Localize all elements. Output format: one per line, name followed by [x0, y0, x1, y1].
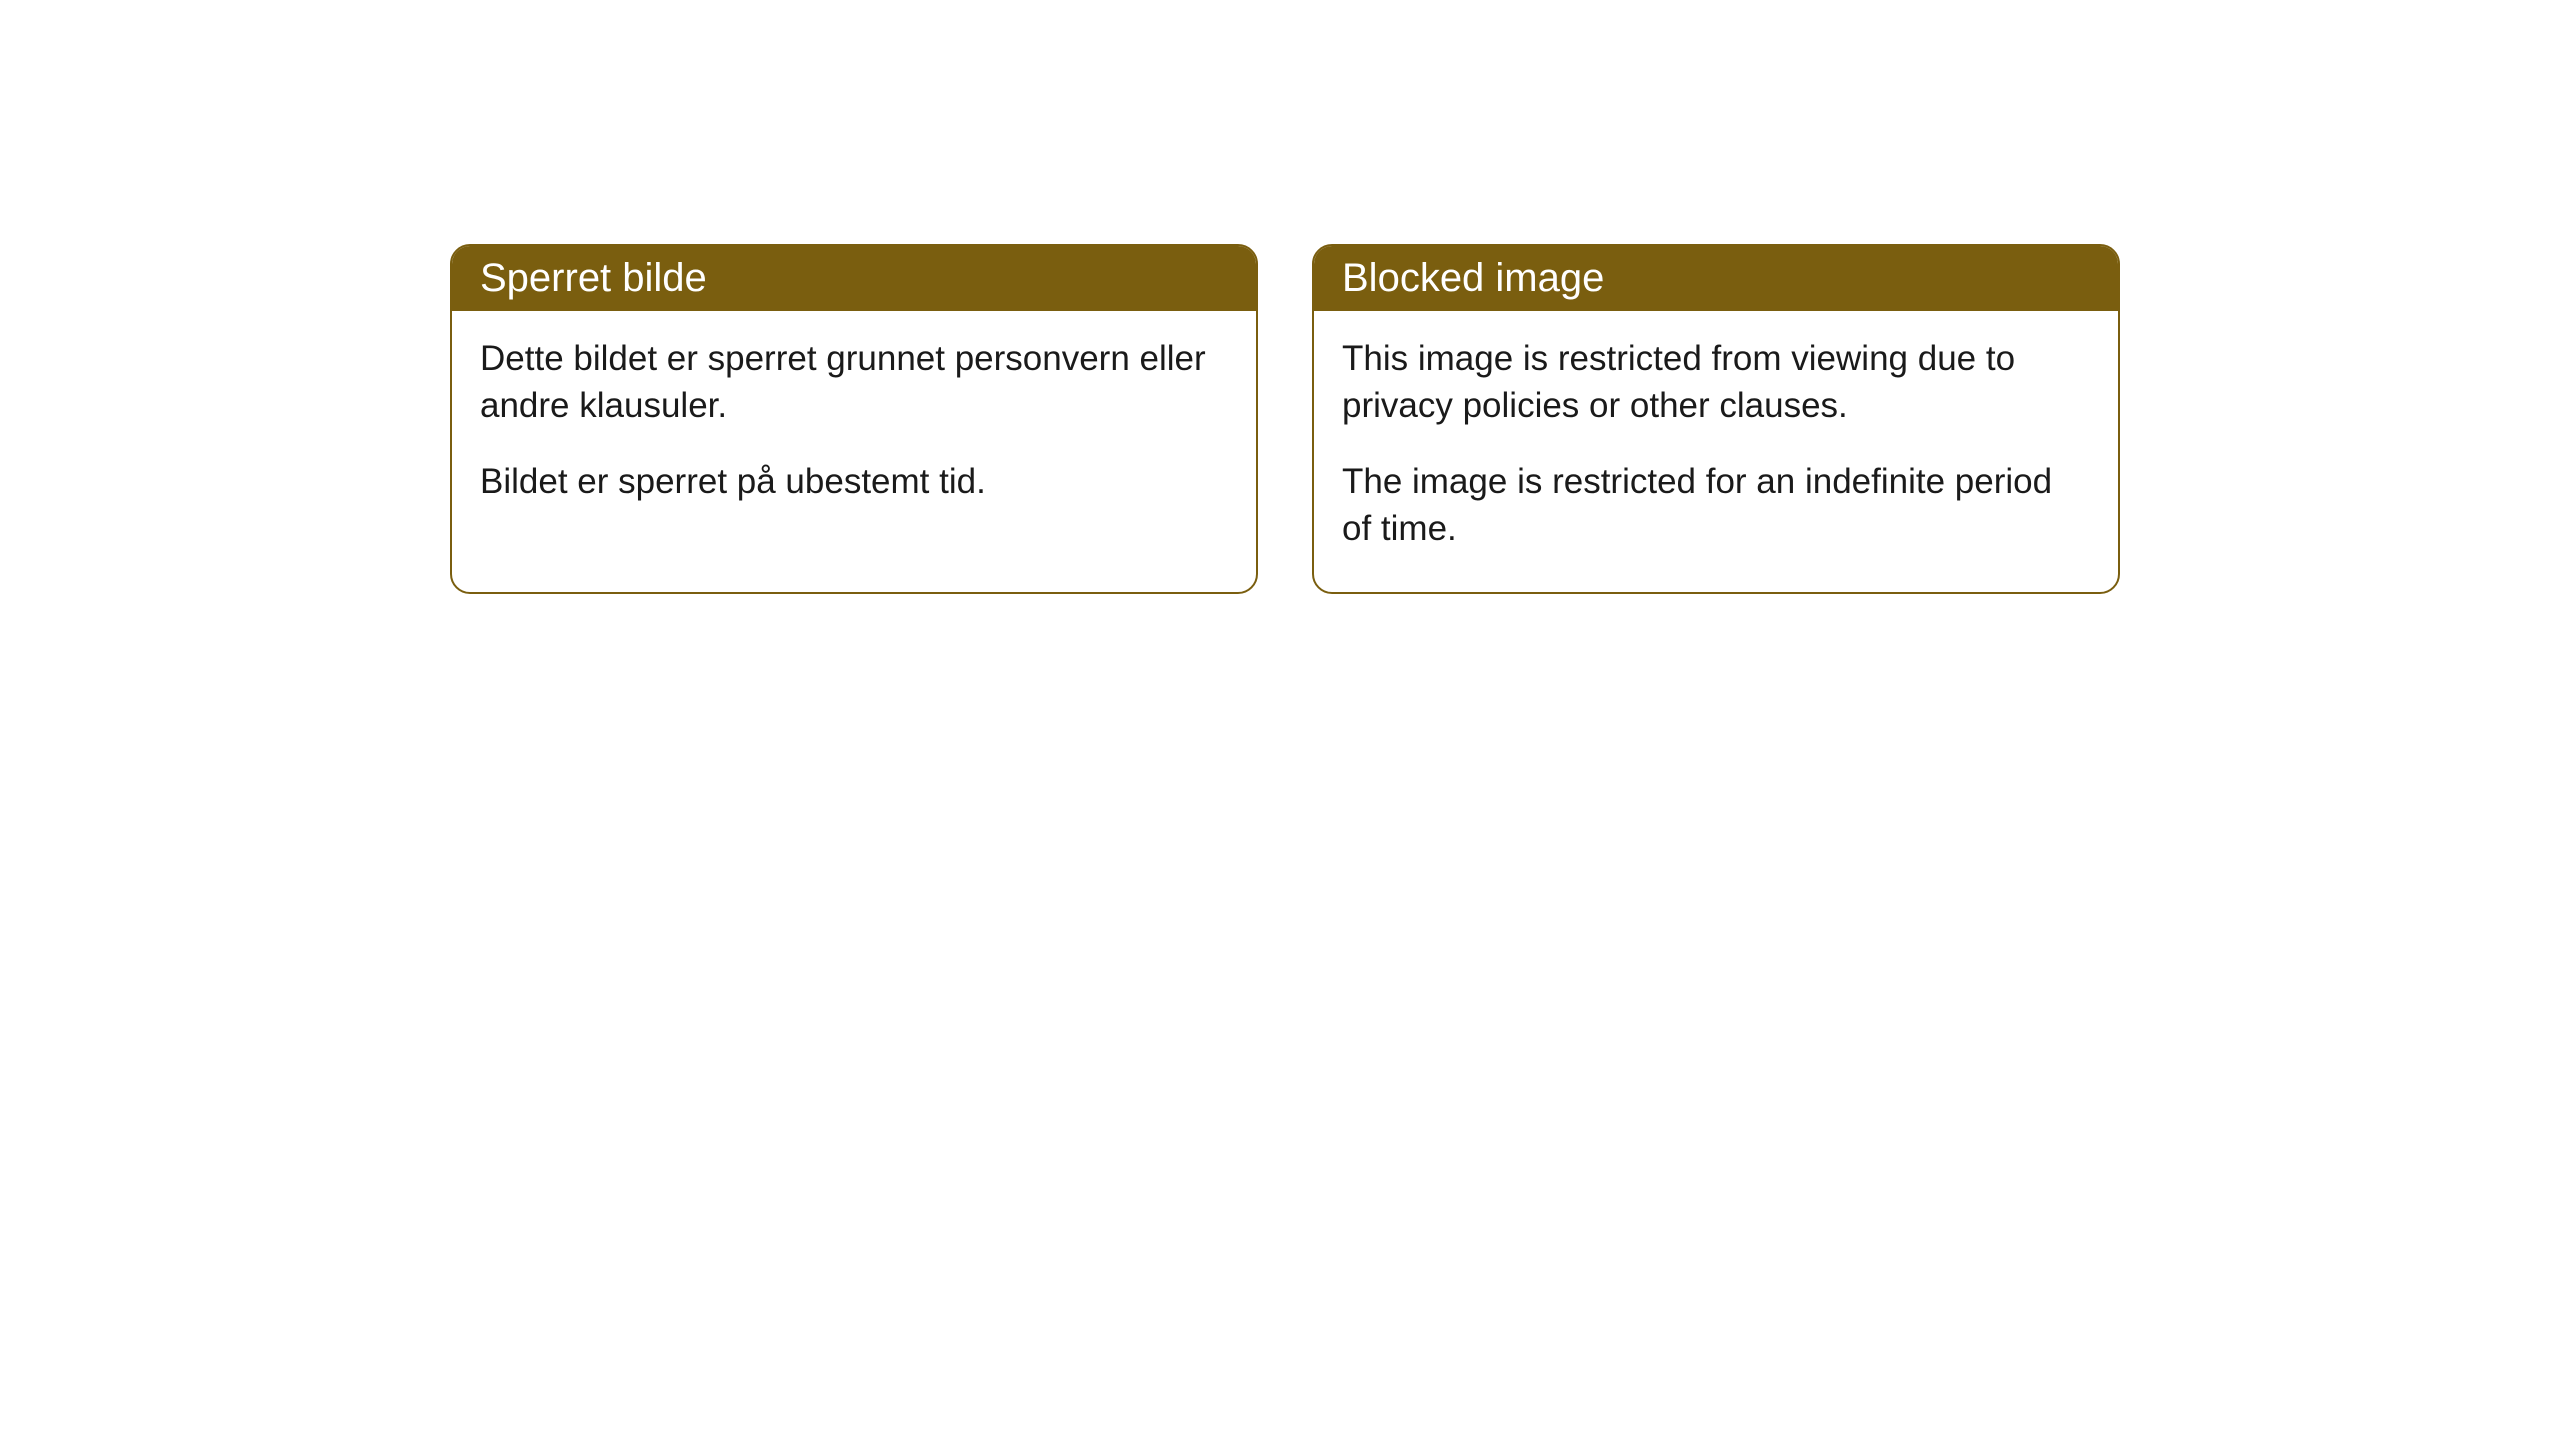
card-title: Sperret bilde — [480, 256, 707, 300]
card-body: Dette bildet er sperret grunnet personve… — [452, 311, 1256, 545]
card-body: This image is restricted from viewing du… — [1314, 311, 2118, 592]
card-norwegian: Sperret bilde Dette bildet er sperret gr… — [450, 244, 1258, 594]
card-header: Blocked image — [1314, 246, 2118, 311]
card-english: Blocked image This image is restricted f… — [1312, 244, 2120, 594]
card-paragraph: This image is restricted from viewing du… — [1342, 335, 2090, 430]
cards-container: Sperret bilde Dette bildet er sperret gr… — [450, 244, 2120, 594]
card-paragraph: Bildet er sperret på ubestemt tid. — [480, 458, 1228, 505]
card-title: Blocked image — [1342, 256, 1604, 300]
card-paragraph: Dette bildet er sperret grunnet personve… — [480, 335, 1228, 430]
card-paragraph: The image is restricted for an indefinit… — [1342, 458, 2090, 553]
card-header: Sperret bilde — [452, 246, 1256, 311]
